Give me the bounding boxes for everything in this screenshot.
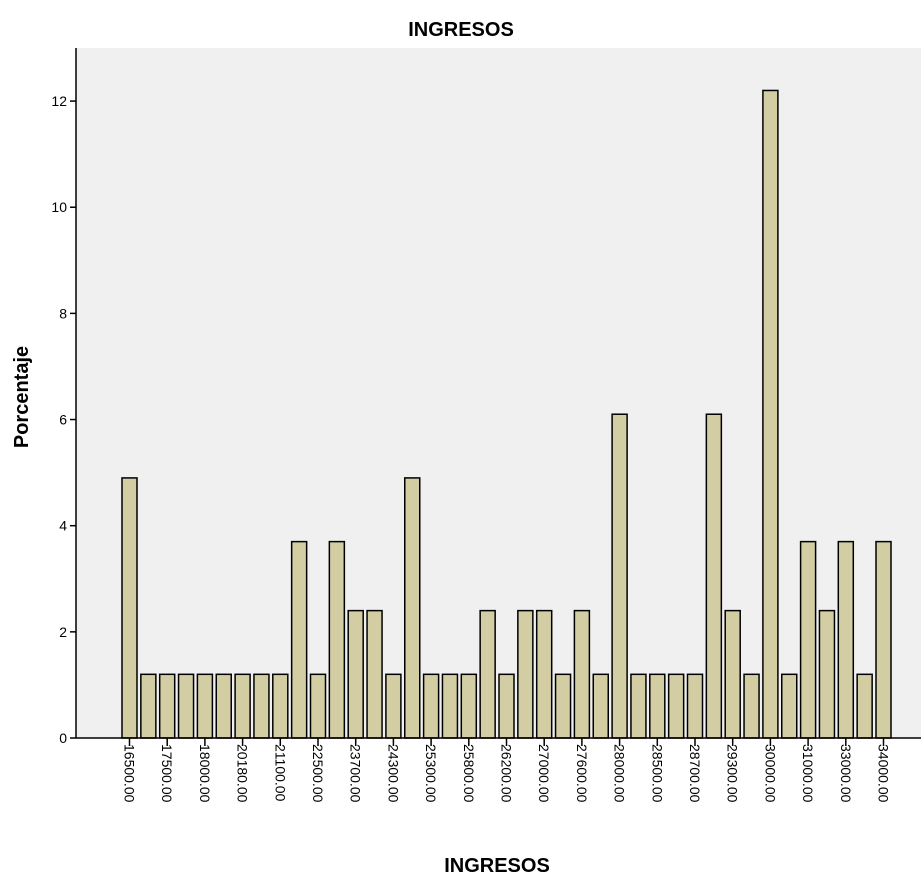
bar	[762, 89, 779, 739]
bar	[196, 673, 214, 739]
bar	[158, 673, 176, 739]
x-tick-label: 26200.00	[499, 744, 515, 803]
x-tick-label: 16500.00	[122, 744, 138, 803]
bar	[366, 609, 383, 739]
bar	[328, 540, 346, 739]
bar	[592, 673, 609, 739]
bar	[837, 540, 855, 739]
bar	[667, 673, 685, 739]
y-tick-label: 12	[51, 93, 67, 109]
bar	[724, 609, 741, 739]
bar	[517, 609, 534, 739]
bar	[799, 540, 817, 739]
y-tick-label: 2	[59, 624, 67, 640]
x-tick-label: 31000.00	[800, 744, 816, 803]
x-tick-label: 17500.00	[159, 744, 175, 803]
bar	[385, 673, 402, 739]
x-tick-label: 24300.00	[385, 744, 401, 803]
x-tick-label: 30000.00	[762, 744, 778, 803]
y-tick-label: 6	[59, 412, 67, 428]
x-axis: 16500.00 17500.00 18000.00 20180.00 21100.00…	[76, 737, 921, 803]
x-tick-label: 23700.00	[348, 744, 364, 803]
bar	[781, 673, 798, 739]
bar	[347, 609, 364, 739]
bar	[272, 673, 289, 739]
x-tick-label: 22500.00	[310, 744, 326, 803]
x-axis-title: INGRESOS	[444, 855, 550, 877]
bar	[818, 609, 836, 739]
bar	[422, 673, 440, 739]
y-tick-label: 0	[59, 730, 67, 746]
bar	[686, 673, 704, 739]
x-tick-label: 21100.00	[272, 744, 288, 802]
bar	[535, 609, 553, 739]
bar	[705, 413, 723, 739]
y-tick-label: 8	[59, 305, 67, 321]
bars-group	[121, 89, 892, 739]
x-tick-label: 27600.00	[574, 744, 590, 803]
bar	[309, 673, 327, 739]
y-tick-label: 4	[59, 518, 67, 534]
bar	[554, 673, 572, 739]
bar	[140, 673, 157, 739]
x-tick-label: 28000.00	[612, 744, 628, 803]
x-tick-label: 33000.00	[838, 744, 854, 803]
plot-area	[76, 48, 921, 738]
bar	[404, 477, 421, 739]
bar	[177, 673, 195, 739]
bar	[498, 673, 515, 739]
y-axis-title: Porcentaje	[11, 346, 33, 448]
bar	[611, 413, 628, 739]
bar	[290, 540, 308, 739]
bar	[479, 609, 496, 739]
bar	[573, 609, 591, 739]
bar	[460, 673, 478, 739]
x-tick-label: 20180.00	[235, 744, 251, 803]
bar	[875, 540, 892, 739]
y-axis: 0 2 4 6 8 10 12	[51, 48, 77, 746]
y-tick-label: 10	[51, 199, 67, 215]
x-tick-label: 29300.00	[725, 744, 741, 803]
bar	[215, 673, 232, 739]
x-tick-label: 27000.00	[536, 744, 552, 803]
x-tick-label: 28700.00	[687, 744, 703, 803]
bar	[441, 673, 459, 739]
bar	[649, 673, 666, 739]
bar	[856, 673, 873, 739]
bar	[253, 673, 270, 739]
bar	[743, 673, 760, 739]
x-tick-label: 25800.00	[461, 744, 477, 803]
bar	[234, 673, 251, 739]
chart-title: INGRESOS	[408, 19, 514, 41]
bar	[630, 673, 647, 739]
x-tick-label: 18000.00	[197, 744, 213, 803]
bar	[121, 477, 138, 739]
x-tick-label: 28500.00	[649, 744, 665, 803]
x-tick-label: 25300.00	[423, 744, 439, 803]
x-tick-label: 34000.00	[876, 744, 892, 803]
